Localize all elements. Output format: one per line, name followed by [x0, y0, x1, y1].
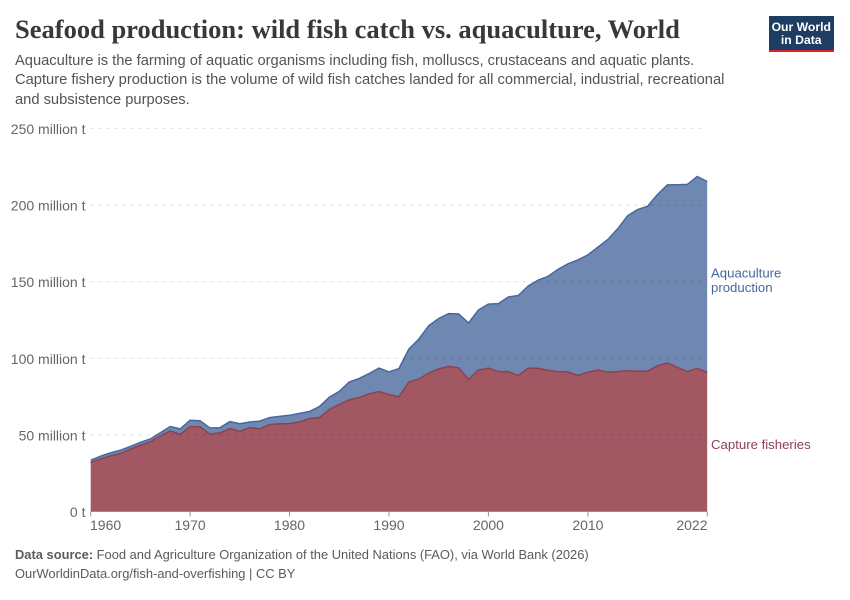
svg-text:200 million t: 200 million t: [11, 198, 86, 214]
svg-text:Capture fisheries: Capture fisheries: [711, 437, 811, 452]
svg-text:1980: 1980: [274, 517, 305, 533]
svg-text:1960: 1960: [90, 517, 121, 533]
svg-text:2010: 2010: [572, 517, 603, 533]
svg-text:50 million t: 50 million t: [19, 427, 86, 443]
svg-text:2000: 2000: [473, 517, 504, 533]
svg-text:production: production: [711, 280, 773, 295]
svg-text:100 million t: 100 million t: [11, 351, 86, 367]
svg-text:1990: 1990: [373, 517, 404, 533]
svg-text:150 million t: 150 million t: [11, 274, 86, 290]
svg-text:Aquaculture: Aquaculture: [711, 266, 781, 281]
svg-text:2022: 2022: [676, 517, 707, 533]
svg-text:250 million t: 250 million t: [11, 121, 86, 137]
svg-text:0 t: 0 t: [70, 504, 86, 520]
svg-text:1970: 1970: [175, 517, 206, 533]
